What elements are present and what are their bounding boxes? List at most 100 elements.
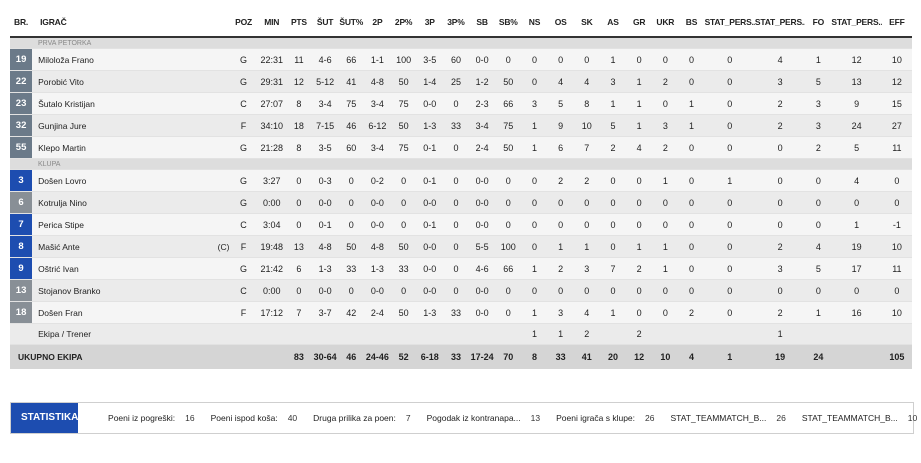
stat-cell: 7-15 <box>312 114 339 137</box>
stat-cell: 8 <box>521 344 548 369</box>
stat-cell: 10 <box>652 344 679 369</box>
stat-cell: 46 <box>338 114 365 137</box>
jersey-number: 13 <box>10 279 33 302</box>
player-row[interactable]: 22 Porobić Vito G 29:31 12 5-12 41 4-8 50 1-4 25 1-… <box>10 70 912 93</box>
stat-cell: 0 <box>442 169 470 192</box>
player-name[interactable]: Gunjina Jure <box>32 114 230 137</box>
stat-cell: 4-8 <box>364 70 391 93</box>
column-header[interactable]: 2P% <box>390 8 417 38</box>
player-name-text[interactable]: Kotrulja Nino <box>38 197 87 208</box>
column-header[interactable]: 3P% <box>442 8 470 38</box>
stat-cell: 0-0 <box>469 48 496 71</box>
stat-cell <box>442 323 470 345</box>
column-header[interactable]: STAT_PERS... <box>704 8 755 38</box>
player-row[interactable]: 23 Šutalo Kristijan C 27:07 8 3-4 75 3-4 75 0-0 0 2… <box>10 92 912 115</box>
player-name-text[interactable]: Stojanov Branko <box>38 285 101 296</box>
stat-cell <box>257 323 286 345</box>
stat-cell: 0 <box>626 301 653 324</box>
player-name-text[interactable]: Gunjina Jure <box>38 120 87 131</box>
column-header[interactable]: EFF <box>881 8 912 38</box>
column-header[interactable]: GR <box>626 8 653 38</box>
column-header[interactable]: OS <box>547 8 574 38</box>
player-row[interactable]: 7 Perica Stipe C 3:04 0 0-1 0 0-0 0 0-1 0 0-0 0 0 0 0 0 0… <box>10 213 912 236</box>
stat-cell: 0 <box>285 169 312 192</box>
stat-cell: 25 <box>442 70 470 93</box>
column-header[interactable]: ŠUT% <box>338 8 365 38</box>
player-row[interactable]: 9 Oštrić Ivan G 21:42 6 1-3 33 1-3 33 0-0 0 4-6 66 1 2… <box>10 257 912 280</box>
player-row[interactable]: 13 Stojanov Branko C 0:00 0 0-0 0 0-0 0 0-0 0 0-0 0 0… <box>10 279 912 302</box>
column-header[interactable]: IGRAČ <box>32 8 230 38</box>
player-row[interactable]: 55 Klepo Martin G 21:28 8 3-5 60 3-4 75 0-1 0 2-4 50… <box>10 136 912 159</box>
stat-cell: 1 <box>626 92 653 115</box>
column-header[interactable]: AS <box>599 8 627 38</box>
player-name-text[interactable]: Klepo Martin <box>38 142 86 153</box>
jersey-number: 19 <box>10 48 33 71</box>
team-stat-label: STAT_TEAMMATCH_B... <box>670 413 767 423</box>
player-row[interactable]: 19 Miloloža Frano G 22:31 11 4-6 66 1-1 100 3-5 60… <box>10 48 912 71</box>
stat-cell: 1 <box>754 323 806 345</box>
team-stats-title: STATISTIKA EKIPE: <box>11 403 78 453</box>
stat-cell: 7 <box>599 257 627 280</box>
column-header[interactable]: POZ <box>229 8 258 38</box>
stat-cell: 0-0 <box>469 279 496 302</box>
stat-cell: 66 <box>338 48 365 71</box>
player-name[interactable]: Došen Fran <box>32 301 230 324</box>
player-name[interactable]: Oštrić Ivan <box>32 257 230 280</box>
column-header[interactable]: BR. <box>10 8 33 38</box>
column-header[interactable]: PTS <box>285 8 312 38</box>
stat-cell: 66 <box>495 92 522 115</box>
player-name-text[interactable]: Oštrić Ivan <box>38 263 79 274</box>
stat-cell: 0 <box>881 191 912 214</box>
team-stat-item: Poeni igrača s klupe: 26 <box>556 413 654 423</box>
column-header[interactable]: MIN <box>257 8 286 38</box>
column-header[interactable]: SK <box>573 8 600 38</box>
column-header[interactable]: 2P <box>364 8 391 38</box>
column-header[interactable]: 3P <box>416 8 443 38</box>
stat-cell: 12 <box>285 70 312 93</box>
column-header[interactable]: BS <box>678 8 705 38</box>
player-name[interactable]: Mašić Ante (C) <box>32 235 230 258</box>
stat-cell: 7 <box>285 301 312 324</box>
player-row[interactable]: 32 Gunjina Jure F 34:10 18 7-15 46 6-12 50 1-3 33 3… <box>10 114 912 137</box>
column-header[interactable]: SB <box>469 8 496 38</box>
player-name[interactable]: Miloloža Frano <box>32 48 230 71</box>
player-name[interactable]: Klepo Martin <box>32 136 230 159</box>
player-name-text[interactable]: Miloloža Frano <box>38 54 94 65</box>
player-row[interactable]: 8 Mašić Ante (C) F 19:48 13 4-8 50 4-8 50 0-0 0 5-5 1… <box>10 235 912 258</box>
stat-cell: G <box>229 70 258 93</box>
stat-cell: 0 <box>805 279 832 302</box>
player-name[interactable]: Stojanov Branko <box>32 279 230 302</box>
player-name[interactable]: Šutalo Kristijan <box>32 92 230 115</box>
player-name-text[interactable]: Došen Fran <box>38 307 83 318</box>
stat-cell: 2 <box>547 257 574 280</box>
column-header[interactable]: FO <box>805 8 832 38</box>
player-name[interactable]: Došen Lovro <box>32 169 230 192</box>
stat-cell: 0 <box>547 191 574 214</box>
column-header[interactable]: STAT_PERS... <box>754 8 806 38</box>
stat-cell: 6-18 <box>416 344 443 369</box>
player-name-text[interactable]: Mašić Ante <box>38 241 80 252</box>
stat-cell: 0-0 <box>312 279 339 302</box>
stat-cell: 0-0 <box>312 191 339 214</box>
column-header[interactable]: UKR <box>652 8 679 38</box>
player-name-text[interactable]: Perica Stipe <box>38 219 84 230</box>
column-header[interactable]: NS <box>521 8 548 38</box>
player-name[interactable]: Porobić Vito <box>32 70 230 93</box>
stat-cell: 9 <box>831 92 882 115</box>
player-row[interactable]: 6 Kotrulja Nino G 0:00 0 0-0 0 0-0 0 0-0 0 0-0 0 0 0 0 0… <box>10 191 912 214</box>
boxscore-table: BR. IGRAČ POZ MIN PTS ŠUT ŠUT% 2P 2P% 3P 3P% SB SB% N… <box>10 8 912 369</box>
stat-cell: 24 <box>831 114 882 137</box>
stat-cell: 1 <box>521 136 548 159</box>
player-name[interactable]: Perica Stipe <box>32 213 230 236</box>
player-row[interactable]: 3 Došen Lovro G 3:27 0 0-3 0 0-2 0 0-1 0 0-0 0 0 2 2 0 0 1… <box>10 169 912 192</box>
player-name-text[interactable]: Šutalo Kristijan <box>38 98 95 109</box>
player-name-text[interactable]: Došen Lovro <box>38 175 87 186</box>
column-header[interactable]: STAT_PERS... <box>831 8 882 38</box>
player-row[interactable]: 18 Došen Fran F 17:12 7 3-7 42 2-4 50 1-3 33 0-0 0 1 3… <box>10 301 912 324</box>
stat-cell: F <box>229 301 258 324</box>
player-name[interactable]: Kotrulja Nino <box>32 191 230 214</box>
jersey-number: 9 <box>10 257 33 280</box>
player-name-text[interactable]: Porobić Vito <box>38 76 84 87</box>
column-header[interactable]: SB% <box>495 8 522 38</box>
column-header[interactable]: ŠUT <box>312 8 339 38</box>
